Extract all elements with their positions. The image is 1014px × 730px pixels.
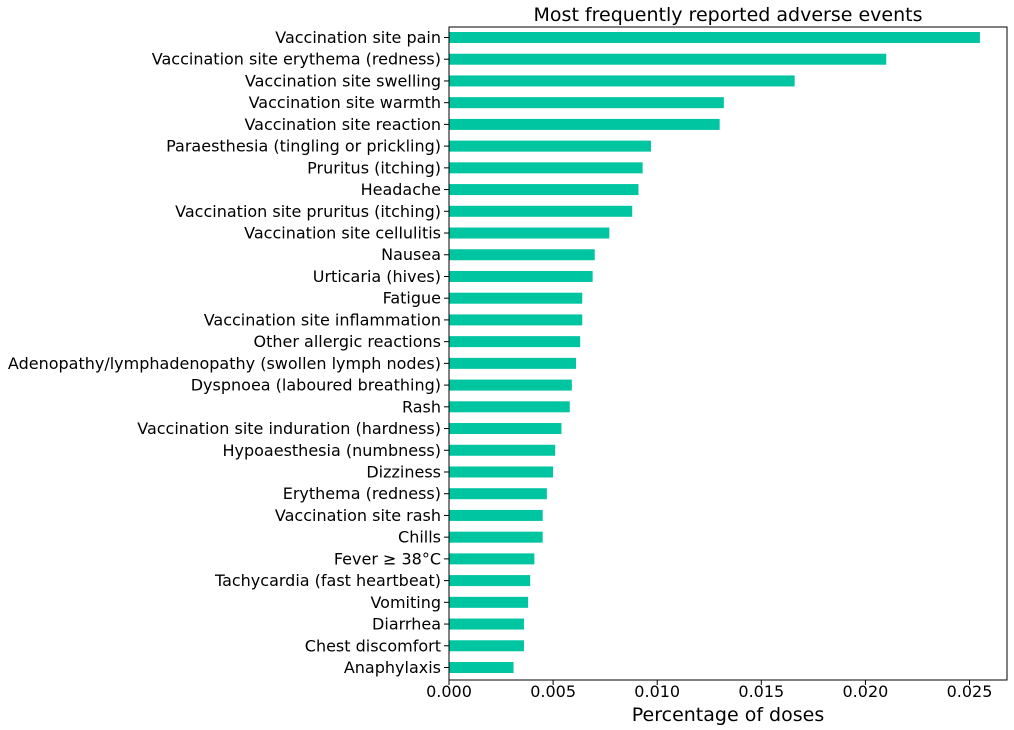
category-label: Adenopathy/lymphadenopathy (swollen lymp… [8, 354, 441, 373]
bars-group [449, 32, 980, 673]
category-label: Vaccination site induration (hardness) [137, 419, 441, 438]
x-tick-label: 0.010 [634, 682, 680, 701]
category-label: Hypoaesthesia (numbness) [222, 441, 441, 460]
category-labels: Vaccination site pain Vaccination site er… [8, 28, 449, 677]
bar-25 [449, 575, 531, 587]
category-label: Erythema (redness) [283, 484, 441, 503]
x-tick-label: 0.025 [947, 682, 993, 701]
bar-11 [449, 270, 593, 282]
plot-frame [448, 26, 1008, 681]
bar-27 [449, 618, 524, 630]
category-label: Fever ≥ 38°C [334, 549, 441, 568]
bar-6 [449, 162, 643, 174]
category-label: Headache [361, 180, 441, 199]
bar-1 [449, 53, 887, 65]
category-label: Vaccination site cellulitis [244, 224, 441, 243]
category-label: Chest discomfort [305, 636, 441, 655]
category-label: Vomiting [370, 593, 441, 612]
bar-3 [449, 97, 724, 109]
bar-16 [449, 379, 572, 391]
bar-13 [449, 314, 583, 326]
category-label: Chills [398, 528, 441, 547]
bar-28 [449, 640, 524, 652]
category-label: Dizziness [366, 462, 441, 481]
bar-7 [449, 184, 639, 196]
x-tick-label: 0.005 [530, 682, 576, 701]
category-label: Paraesthesia (tingling or prickling) [166, 137, 441, 156]
category-label: Vaccination site erythema (redness) [152, 50, 441, 69]
category-label: Vaccination site warmth [249, 93, 441, 112]
bar-21 [449, 488, 547, 500]
x-tick-label: 0.020 [843, 682, 889, 701]
bar-20 [449, 466, 554, 478]
category-label: Tachycardia (fast heartbeat) [214, 571, 441, 590]
bar-12 [449, 292, 583, 304]
category-label: Dyspnoea (laboured breathing) [191, 376, 441, 395]
x-axis-ticks: 0.000 0.005 0.010 0.015 0.020 0.025 [426, 680, 992, 701]
bar-29 [449, 662, 514, 673]
bar-10 [449, 249, 595, 261]
category-label: Diarrhea [372, 615, 441, 634]
bar-8 [449, 205, 633, 217]
bar-22 [449, 509, 543, 521]
bar-23 [449, 531, 543, 543]
category-label: Rash [402, 397, 441, 416]
x-tick-label: 0.015 [738, 682, 784, 701]
category-label: Other allergic reactions [254, 332, 442, 351]
category-label: Urticaria (hives) [313, 267, 441, 286]
bar-15 [449, 357, 577, 369]
category-label: Anaphylaxis [344, 658, 441, 677]
category-label: Vaccination site pruritus (itching) [175, 202, 441, 221]
bar-5 [449, 140, 651, 152]
x-axis-title: Percentage of doses [632, 704, 824, 726]
bar-14 [449, 336, 581, 348]
category-label: Vaccination site swelling [245, 71, 441, 90]
bar-26 [449, 596, 529, 608]
bar-19 [449, 444, 556, 456]
bar-18 [449, 423, 562, 435]
bar-2 [449, 75, 795, 87]
chart-title: Most frequently reported adverse events [534, 4, 923, 26]
bar-0 [449, 32, 980, 43]
category-label: Nausea [381, 245, 441, 264]
category-label: Fatigue [383, 289, 441, 308]
bar-4 [449, 118, 720, 130]
bar-17 [449, 401, 570, 413]
category-label: Vaccination site rash [275, 506, 441, 525]
x-tick-label: 0.000 [426, 682, 472, 701]
category-label: Vaccination site reaction [244, 115, 441, 134]
category-label: Pruritus (itching) [307, 158, 441, 177]
category-label: Vaccination site pain [275, 28, 441, 47]
category-label: Vaccination site inflammation [204, 310, 441, 329]
bar-9 [449, 227, 610, 239]
bar-24 [449, 553, 535, 565]
